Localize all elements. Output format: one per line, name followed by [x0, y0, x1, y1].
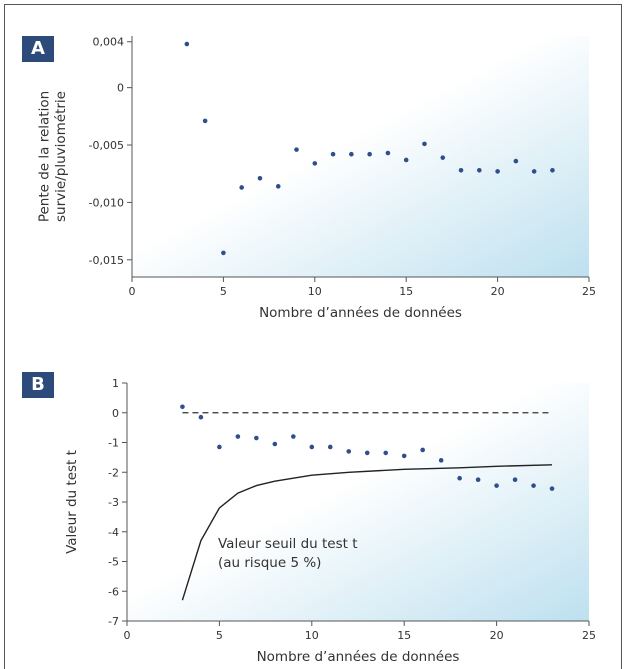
panel-b-data-point [512, 477, 518, 482]
panel-label-b: B [22, 372, 54, 398]
panel-b-y-tick-label: -2 [108, 466, 119, 479]
panel-b-data-point [254, 435, 259, 441]
panel-a-data-point [275, 184, 281, 189]
panel-b-x-tick-label: 5 [216, 629, 223, 642]
panel-b-data-point [327, 444, 333, 450]
panel-b-data-point [291, 434, 296, 439]
panel-b-y-tick-label: -3 [108, 496, 119, 509]
panel-a-y-tick-label: -0,010 [89, 196, 124, 209]
panel-a-data-point [221, 250, 226, 256]
panel-a-data-point [184, 41, 190, 47]
panel-b-data-point [198, 414, 204, 420]
panel-b-data-point [475, 477, 481, 482]
panel-a-data-point [257, 176, 263, 181]
panel-a-data-point [422, 141, 427, 147]
panel-a-data-point [312, 161, 318, 166]
panel-a-data-point [385, 150, 391, 156]
panel-b-data-point [420, 447, 425, 453]
panel-b-x-tick-label: 20 [490, 629, 504, 642]
panel-b-y-tick-label: -4 [108, 526, 119, 539]
panel-label-a: A [22, 36, 54, 62]
panel-a-data-point [458, 167, 464, 173]
panel-a-data-point [239, 185, 244, 190]
panel-b-data-point [180, 404, 185, 410]
panel-a-x-tick-label: 5 [220, 285, 227, 298]
panel-a-x-tick-label: 15 [399, 285, 413, 298]
panel-b-data-point [309, 444, 315, 450]
panel-b-x-tick-label: 0 [124, 629, 131, 642]
panel-b-x-tick-label: 15 [397, 629, 411, 642]
panel-a-data-point [403, 157, 409, 163]
panel-b-data-point [235, 434, 241, 439]
figure-frame [4, 4, 622, 669]
panel-b-y-tick-label: -6 [108, 585, 119, 598]
panel-a-data-point [202, 118, 208, 124]
panel-b-y-tick-label: -7 [108, 615, 119, 628]
panel-a-y-axis-label: Pente de la relationsurvie/pluviométrie [37, 91, 69, 222]
panel-a-data-point [367, 151, 372, 157]
panel-a-data-point [440, 155, 446, 160]
panel-b-data-point [383, 450, 389, 456]
panel-b-data-point [494, 483, 499, 488]
panel-b-plot-background [127, 383, 589, 621]
panel-b-data-point [438, 458, 444, 463]
panel-a-data-point [294, 147, 299, 152]
panel-b-data-point [401, 453, 407, 459]
panel-b-threshold-annotation: Valeur seuil du test t [218, 536, 358, 552]
panel-a-plot-background [132, 36, 589, 277]
panel-b-data-point [217, 444, 222, 450]
panel-b-x-axis-label: Nombre d’années de données [257, 649, 460, 665]
panel-a-data-point [330, 151, 336, 157]
panel-a-data-point [349, 151, 354, 157]
panel-a-data-point [495, 169, 500, 174]
panel-b-data-point [364, 450, 370, 456]
panel-a-x-tick-label: 25 [582, 285, 596, 298]
panel-b-data-point [272, 441, 278, 447]
panel-a-x-axis-label: Nombre d’années de données [259, 305, 462, 321]
panel-a-y-tick-label: -0,005 [89, 139, 124, 152]
panel-b-y-tick-label: 1 [112, 377, 119, 390]
panel-a-y-tick-label: 0,004 [93, 36, 125, 49]
panel-a-y-axis-label-line: Pente de la relation [37, 91, 53, 222]
panel-a-data-point [513, 158, 519, 164]
panel-b-y-axis-label: Valeur du test t [64, 450, 80, 554]
panel-b-data-point [549, 486, 555, 491]
panel-a-x-tick-label: 20 [491, 285, 505, 298]
panel-a-y-tick-label: -0,015 [89, 254, 124, 267]
panel-a-data-point [550, 167, 555, 173]
panel-b-data-point [346, 449, 352, 454]
panel-b-data-point [531, 483, 536, 488]
panel-b-y-tick-label: 0 [112, 407, 119, 420]
panel-a-y-axis-label-line: survie/pluviométrie [53, 91, 69, 222]
panel-a-data-point [477, 167, 482, 173]
panel-a-y-tick-label: 0 [117, 82, 124, 95]
panel-b-y-tick-label: -5 [108, 556, 119, 569]
panel-a-x-tick-label: 10 [308, 285, 322, 298]
panel-a-data-point [531, 169, 537, 174]
panel-b-y-tick-label: -1 [108, 437, 119, 450]
panel-b-threshold-curve [181, 464, 553, 601]
panel-b-x-tick-label: 10 [305, 629, 319, 642]
panel-b-data-point [457, 475, 462, 481]
panel-b-threshold-annotation: (au risque 5 %) [218, 555, 321, 571]
panel-a: 0 5 10 15 20 25 0,004 0 -0,005 -0,010 -0,015 Nombre… [37, 36, 596, 321]
panel-b-x-tick-label: 25 [582, 629, 596, 642]
panel-a-x-tick-label: 0 [129, 285, 136, 298]
